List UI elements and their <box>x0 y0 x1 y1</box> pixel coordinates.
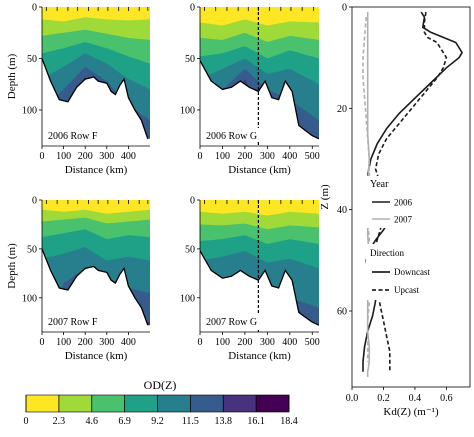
x-tick-label: 300 <box>99 151 114 162</box>
panel-2-fill <box>200 7 319 146</box>
colorbar-tick-label: 2.3 <box>53 416 66 427</box>
x-tick-label: 100 <box>215 337 230 348</box>
panel-4-fill <box>200 200 319 332</box>
colorbar-title: OD(Z) <box>144 378 177 392</box>
colorbar-tick-label: 13.8 <box>215 416 233 427</box>
panel-label: 2007 Row F <box>48 317 98 328</box>
kd-series-2006-upcast <box>373 11 448 372</box>
panel-label-bg <box>203 128 264 142</box>
panel-3-fill <box>42 200 150 332</box>
x-tick-label: 400 <box>282 151 297 162</box>
seafloor-mask <box>200 250 319 332</box>
y-axis-label: Depth (m) <box>6 243 18 289</box>
panel-label-bg <box>45 314 106 328</box>
y-tick-label: 100 <box>180 105 195 116</box>
x-axis-label: Distance (km) <box>65 164 128 176</box>
legend-direction-title: Direction <box>370 248 404 258</box>
kd-y-tick-label: 0 <box>342 3 347 14</box>
colorbar-tick-label: 4.6 <box>86 416 99 427</box>
legend-label-downcast: Downcast <box>394 267 430 277</box>
y-tick-label: 0 <box>32 3 37 14</box>
kd-x-axis-label: Kd(Z) (m⁻¹) <box>383 406 439 418</box>
y-tick-label: 50 <box>27 244 37 255</box>
colorbar-tick-label: 16.1 <box>247 416 265 427</box>
x-axis-label: Distance (km) <box>228 350 291 362</box>
seafloor-line <box>200 60 319 140</box>
y-axis-label: Depth (m) <box>6 53 18 99</box>
kd-y-tick-label: 60 <box>337 307 347 318</box>
kd-x-tick-label: 0.6 <box>440 393 453 404</box>
x-tick-label: 0 <box>40 337 45 348</box>
colorbar-bin <box>58 395 93 412</box>
x-tick-label: 200 <box>78 151 93 162</box>
x-tick-label: 300 <box>260 337 275 348</box>
seafloor-line <box>200 250 319 326</box>
panel-label: 2006 Row G <box>206 131 257 142</box>
legend-label-2006: 2006 <box>394 198 413 208</box>
seafloor-mask <box>42 248 150 332</box>
x-tick-label: 300 <box>260 151 275 162</box>
kd-x-tick-label: 0.2 <box>377 393 390 404</box>
seafloor-mask <box>42 58 150 146</box>
y-tick-label: 100 <box>22 105 37 116</box>
x-tick-label: 400 <box>282 337 297 348</box>
x-tick-label: 300 <box>99 337 114 348</box>
legend-label-upcast: Upcast <box>394 285 419 295</box>
x-tick-label: 0 <box>198 151 203 162</box>
colorbar-tick-label: 0 <box>24 416 29 427</box>
y-tick-label: 50 <box>185 244 195 255</box>
y-tick-label: 0 <box>190 196 195 207</box>
colorbar-bin <box>256 395 290 412</box>
x-tick-label: 100 <box>56 337 71 348</box>
y-tick-label: 50 <box>27 54 37 65</box>
y-tick-label: 0 <box>190 3 195 14</box>
kd-y-tick-label: 20 <box>337 104 347 115</box>
colorbar-tick-label: 18.4 <box>280 416 298 427</box>
colorbar-bin <box>26 395 60 412</box>
kd-series-2007-downcast <box>366 12 371 377</box>
y-tick-label: 100 <box>22 293 37 304</box>
y-tick-label: 100 <box>180 293 195 304</box>
y-tick-label: 0 <box>32 196 37 207</box>
colorbar-bin <box>124 395 158 412</box>
seafloor-line <box>42 248 149 326</box>
colorbar-bin <box>157 395 191 412</box>
x-tick-label: 500 <box>305 337 320 348</box>
x-tick-label: 400 <box>121 151 136 162</box>
x-tick-label: 100 <box>56 151 71 162</box>
x-tick-label: 0 <box>40 151 45 162</box>
panel-label-bg <box>45 128 106 142</box>
x-tick-label: 500 <box>305 151 320 162</box>
legend-year-title: Year <box>370 179 389 190</box>
x-axis-label: Distance (km) <box>65 350 128 362</box>
x-tick-label: 0 <box>198 337 203 348</box>
seafloor-mask <box>200 60 319 146</box>
colorbar-tick-label: 6.9 <box>118 416 131 427</box>
kd-x-tick-label: 0.4 <box>409 393 422 404</box>
colorbar-tick-label: 11.5 <box>182 416 199 427</box>
x-tick-label: 200 <box>237 337 252 348</box>
colorbar-tick-label: 9.2 <box>151 416 164 427</box>
colorbar-bin <box>223 395 257 412</box>
legend-label-2007: 2007 <box>394 215 413 225</box>
panel-label: 2006 Row F <box>48 131 98 142</box>
x-tick-label: 200 <box>78 337 93 348</box>
panel-1-fill <box>42 7 150 146</box>
x-tick-label: 400 <box>121 337 136 348</box>
y-tick-label: 50 <box>185 54 195 65</box>
x-axis-label: Distance (km) <box>228 164 291 176</box>
seafloor-line <box>42 58 149 140</box>
kd-y-axis-label: Z (m) <box>319 184 331 210</box>
panel-label: 2007 Row G <box>206 317 257 328</box>
colorbar-bin <box>190 395 224 412</box>
panel-label-bg <box>203 314 264 328</box>
x-tick-label: 100 <box>215 151 230 162</box>
kd-y-tick-label: 40 <box>337 205 347 216</box>
x-tick-label: 200 <box>237 151 252 162</box>
kd-plot-frame <box>351 6 471 388</box>
colorbar-bin <box>91 395 125 412</box>
kd-x-tick-label: 0.0 <box>346 393 359 404</box>
